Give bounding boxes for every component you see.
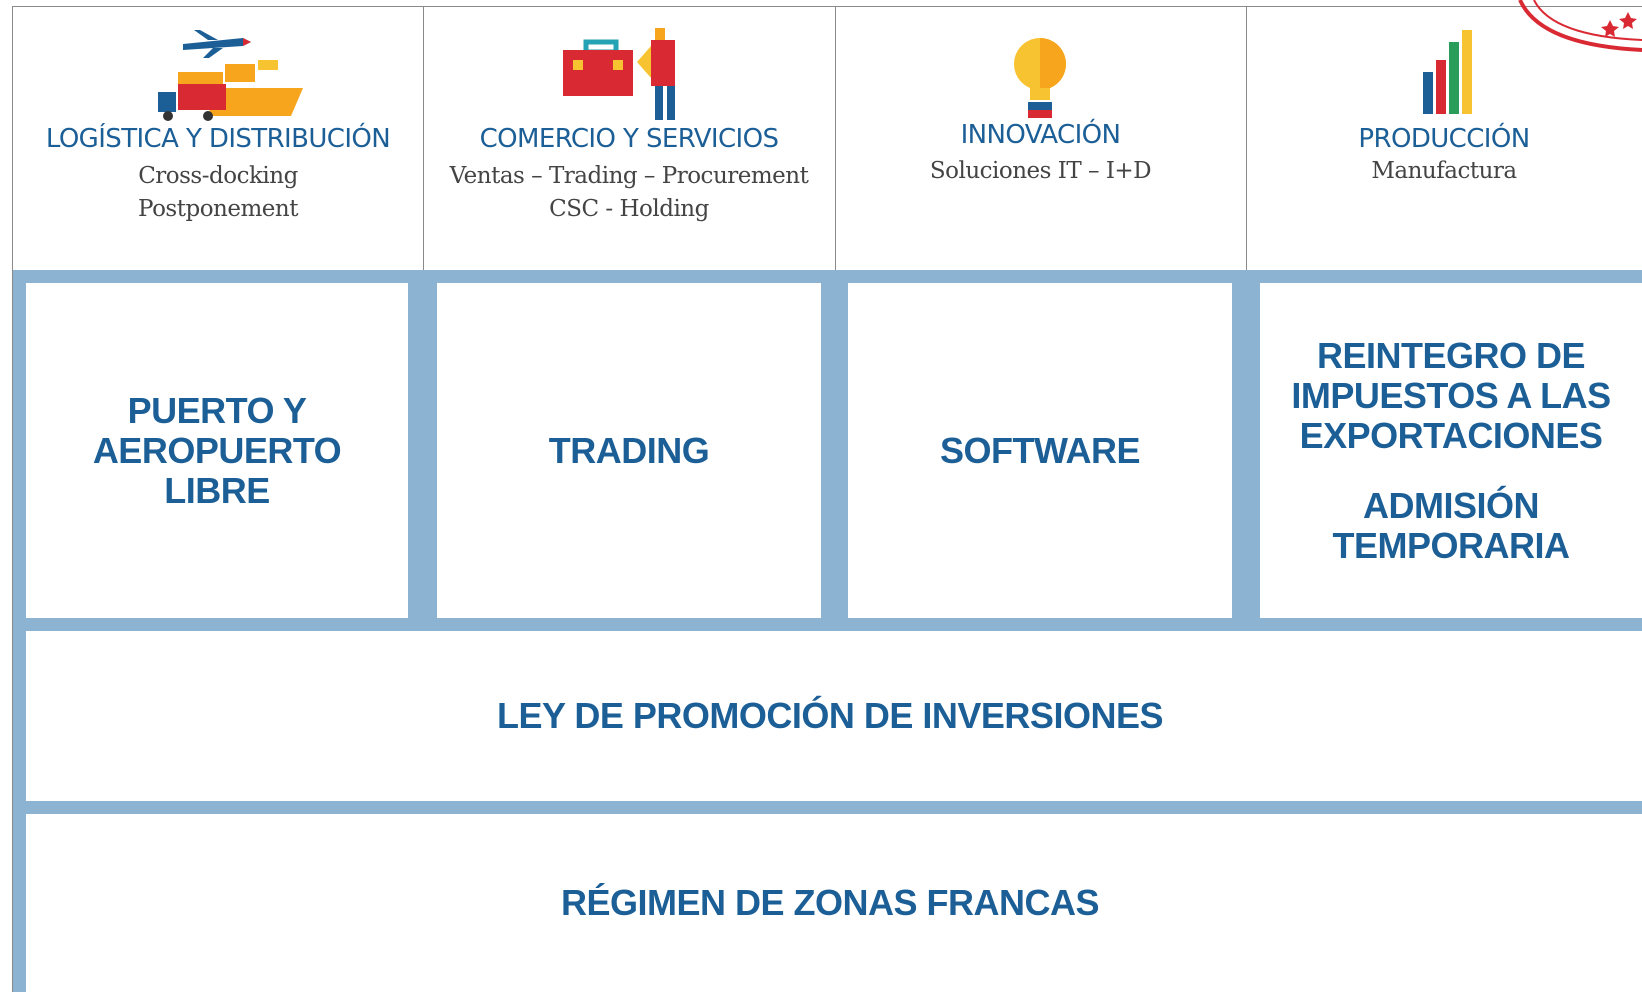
commerce-icon	[563, 28, 675, 120]
column-title: LOGÍSTICA Y DISTRIBUCIÓN	[45, 124, 391, 154]
box-text: TEMPORARIA	[1332, 524, 1571, 566]
column-title: COMERCIO Y SERVICIOS	[479, 124, 779, 154]
box-text: EXPORTACIONES	[1299, 414, 1603, 456]
column-subtitle: Cross-docking	[138, 163, 298, 189]
box-paragraph: TRADING	[548, 429, 710, 471]
wide-box: LEY DE PROMOCIÓN DE INVERSIONES	[26, 631, 1642, 801]
column-subtitle: Postponement	[138, 196, 298, 222]
box-text: LIBRE	[164, 469, 270, 511]
box-paragraph: ADMISIÓN TEMPORARIA	[1332, 484, 1571, 566]
production-icon	[1423, 30, 1472, 114]
box-text: IMPUESTOS A LAS	[1291, 374, 1611, 416]
frame-line	[12, 6, 1642, 7]
box-paragraph: SOFTWARE	[940, 429, 1141, 471]
box-text: SOFTWARE	[940, 429, 1141, 471]
regime-box: TRADING	[437, 283, 821, 618]
header-column: LOGÍSTICA Y DISTRIBUCIÓN Cross-docking Po…	[13, 0, 423, 270]
column-subtitle: Manufactura	[1371, 158, 1517, 184]
header-column: PRODUCCIÓN Manufactura	[1246, 0, 1642, 270]
box-text: AEROPUERTO	[92, 429, 342, 471]
box-paragraph: REINTEGRO DE IMPUESTOS A LAS EXPORTACIONES	[1291, 334, 1611, 456]
column-title: PRODUCCIÓN	[1358, 124, 1530, 154]
regime-box: SOFTWARE	[848, 283, 1232, 618]
box-paragraph: PUERTO Y AEROPUERTO LIBRE	[92, 389, 342, 511]
box-text: ADMISIÓN	[1363, 484, 1540, 526]
stamp	[1518, 0, 1642, 52]
box-text: PUERTO Y	[127, 389, 307, 431]
column-subtitle: CSC - Holding	[549, 196, 709, 222]
frame-line	[12, 6, 13, 992]
column-title: INNOVACIÓN	[960, 120, 1121, 150]
box-text: TRADING	[548, 429, 710, 471]
wide-box-text: RÉGIMEN DE ZONAS FRANCAS	[560, 882, 1100, 923]
wide-box-text: LEY DE PROMOCIÓN DE INVERSIONES	[497, 695, 1163, 736]
column-subtitle: Ventas – Trading – Procurement	[449, 163, 809, 189]
regime-box: PUERTO Y AEROPUERTO LIBRE	[26, 283, 408, 618]
regime-box: REINTEGRO DE IMPUESTOS A LAS EXPORTACIONES…	[1260, 283, 1642, 618]
header-column: COMERCIO Y SERVICIOS Ventas – Trading – …	[423, 0, 835, 270]
header-column: INNOVACIÓN Soluciones IT – I+D	[835, 0, 1246, 270]
logistics-icon	[158, 30, 303, 121]
column-subtitle: Soluciones IT – I+D	[929, 158, 1152, 184]
innovation-icon	[1014, 38, 1066, 118]
box-text: REINTEGRO DE	[1316, 334, 1586, 376]
wide-box: RÉGIMEN DE ZONAS FRANCAS	[26, 814, 1642, 992]
